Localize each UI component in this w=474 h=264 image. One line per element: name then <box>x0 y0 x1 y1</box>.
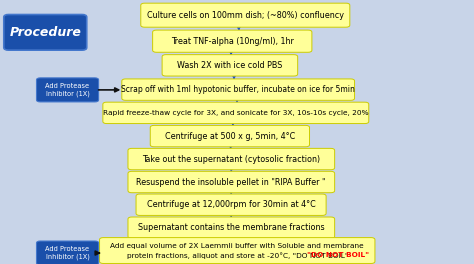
Text: Centrifuge at 12,000rpm for 30min at 4°C: Centrifuge at 12,000rpm for 30min at 4°C <box>146 200 316 209</box>
Text: Centrifuge at 500 x g, 5min, 4°C: Centrifuge at 500 x g, 5min, 4°C <box>165 131 295 141</box>
Text: Add Protease
Inhibitor (1X): Add Protease Inhibitor (1X) <box>46 246 90 260</box>
Text: Culture cells on 100mm dish; (~80%) confluency: Culture cells on 100mm dish; (~80%) conf… <box>147 11 344 20</box>
FancyBboxPatch shape <box>128 148 335 170</box>
Text: Add equal volume of 2X Laemmli buffer with Soluble and membrane: Add equal volume of 2X Laemmli buffer wi… <box>110 243 364 249</box>
FancyBboxPatch shape <box>128 171 335 193</box>
Text: Scrap off with 1ml hypotonic buffer, incubate on ice for 5min: Scrap off with 1ml hypotonic buffer, inc… <box>121 85 355 94</box>
FancyBboxPatch shape <box>4 15 87 50</box>
FancyBboxPatch shape <box>162 55 298 76</box>
FancyBboxPatch shape <box>122 79 355 100</box>
Text: Resuspend the insoluble pellet in "RIPA Buffer ": Resuspend the insoluble pellet in "RIPA … <box>137 177 326 187</box>
FancyBboxPatch shape <box>128 217 335 238</box>
Text: "DO NOT BOIL": "DO NOT BOIL" <box>307 252 369 258</box>
Text: Treat TNF-alpha (10ng/ml), 1hr: Treat TNF-alpha (10ng/ml), 1hr <box>171 37 294 46</box>
FancyBboxPatch shape <box>36 241 99 264</box>
FancyBboxPatch shape <box>141 3 350 27</box>
Text: Supernatant contains the membrane fractions: Supernatant contains the membrane fracti… <box>138 223 325 232</box>
FancyBboxPatch shape <box>153 30 312 52</box>
FancyBboxPatch shape <box>36 78 99 102</box>
FancyBboxPatch shape <box>150 125 310 147</box>
Text: Rapid freeze-thaw cycle for 3X, and sonicate for 3X, 10s-10s cycle, 20%: Rapid freeze-thaw cycle for 3X, and soni… <box>103 110 369 116</box>
Text: Procedure: Procedure <box>9 26 81 39</box>
FancyBboxPatch shape <box>100 238 375 263</box>
Text: Wash 2X with ice cold PBS: Wash 2X with ice cold PBS <box>177 61 283 70</box>
FancyBboxPatch shape <box>136 194 326 215</box>
Text: Add Protease
Inhibitor (1X): Add Protease Inhibitor (1X) <box>46 83 90 97</box>
Text: protein fractions, aliquot and store at -20°C, "DO NOT BOIL": protein fractions, aliquot and store at … <box>127 252 348 259</box>
Text: Take out the supernatant (cytosolic fraction): Take out the supernatant (cytosolic frac… <box>142 154 320 164</box>
FancyBboxPatch shape <box>103 102 369 124</box>
